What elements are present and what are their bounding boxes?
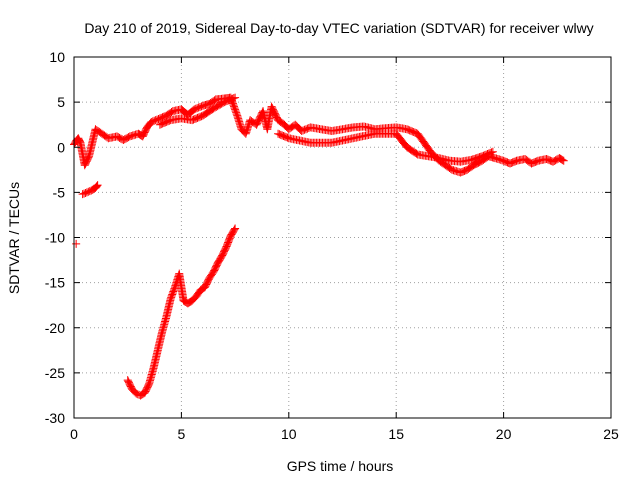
- data-point: [135, 130, 144, 139]
- data-point: [197, 285, 206, 294]
- x-tick-label: 25: [603, 426, 619, 442]
- data-point: [92, 182, 101, 191]
- y-tick-label: 10: [49, 49, 65, 65]
- data-point: [184, 298, 193, 307]
- y-tick-label: -20: [45, 320, 65, 336]
- data-points: [70, 93, 568, 400]
- series-main-band: [70, 93, 568, 177]
- x-tick-label: 5: [178, 426, 186, 442]
- data-point: [92, 182, 101, 191]
- data-point: [557, 155, 566, 164]
- chart-title: Day 210 of 2019, Sidereal Day-to-day VTE…: [84, 20, 593, 36]
- data-point: [179, 296, 188, 305]
- x-tick-label: 10: [281, 426, 297, 442]
- data-point: [183, 299, 192, 308]
- grid-lines: [74, 57, 611, 418]
- data-point: [136, 391, 145, 400]
- x-tick-label: 15: [388, 426, 404, 442]
- y-tick-label: 0: [57, 139, 65, 155]
- x-tick-label: 0: [70, 426, 78, 442]
- y-tick-label: -25: [45, 365, 65, 381]
- y-tick-label: -30: [45, 410, 65, 426]
- y-tick-label: -15: [45, 275, 65, 291]
- x-axis-label: GPS time / hours: [287, 458, 394, 474]
- series-initial-drop: [78, 181, 102, 199]
- data-point: [487, 148, 496, 157]
- tick-labels: 0 5 10 15 20 25 -30 -25 -20 -15 -10 -5 0 5 10: [45, 49, 619, 442]
- data-point: [137, 390, 146, 399]
- data-point: [556, 154, 565, 163]
- data-point: [231, 224, 240, 233]
- data-point: [488, 147, 497, 156]
- series-lower-arc: [123, 224, 240, 400]
- y-tick-label: -5: [53, 184, 66, 200]
- y-axis-label: SDTVAR / TECUs: [6, 182, 22, 294]
- data-point: [93, 181, 102, 190]
- data-point: [87, 186, 96, 195]
- axis-ticks: [73, 56, 612, 419]
- series-outlier: [72, 239, 81, 248]
- y-tick-label: -10: [45, 230, 65, 246]
- series-upper-offset-track: [155, 93, 240, 129]
- data-point: [231, 93, 240, 102]
- data-point: [559, 156, 568, 165]
- data-point: [72, 239, 81, 248]
- data-point: [558, 156, 567, 165]
- data-point: [229, 94, 238, 103]
- data-point: [196, 285, 205, 294]
- data-point: [230, 225, 239, 234]
- series-lower-offset-track: [274, 129, 497, 166]
- y-tick-label: 5: [57, 94, 65, 110]
- x-tick-label: 20: [496, 426, 512, 442]
- data-point: [555, 154, 564, 163]
